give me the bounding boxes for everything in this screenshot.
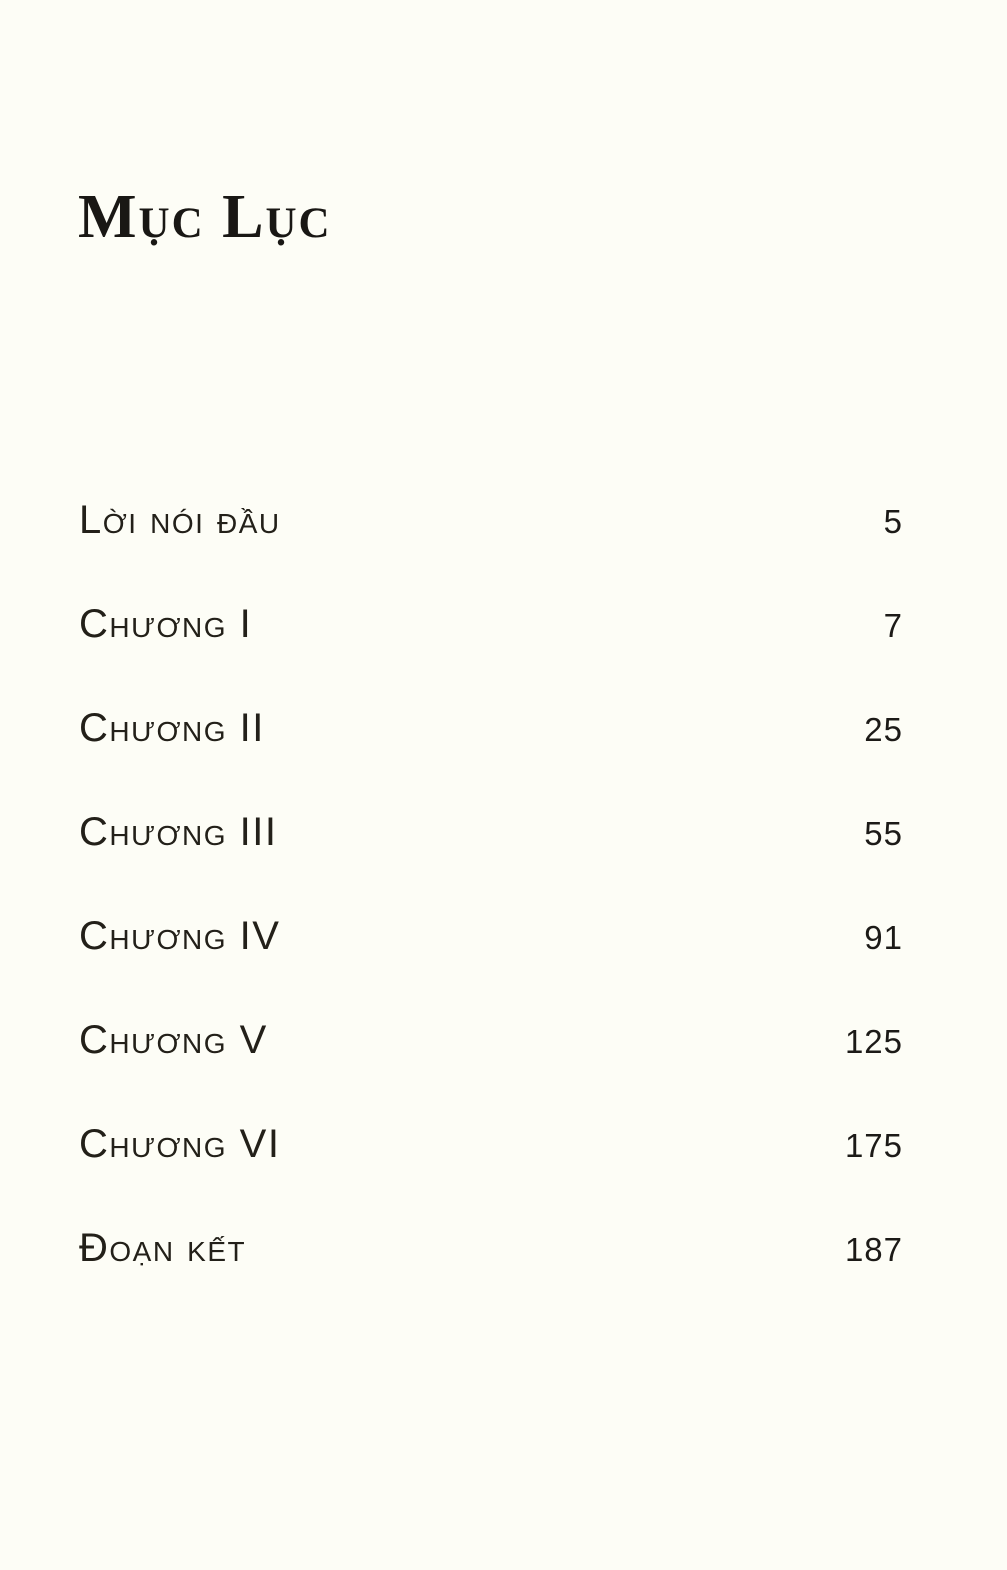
- toc-row: Lời nói đầu 5: [79, 500, 903, 604]
- toc-entry-page: 125: [844, 1023, 903, 1060]
- toc-entry-label: Chương VI: [79, 1122, 281, 1166]
- toc-entry-page: 7: [883, 607, 903, 644]
- toc-row: Chương VI 175: [79, 1124, 903, 1228]
- toc-entry-label: Đoạn kết: [79, 1226, 247, 1270]
- toc-entry-label: Chương I: [79, 602, 253, 646]
- toc-entry-page: 187: [844, 1231, 903, 1268]
- toc-entry-label: Chương III: [79, 810, 278, 854]
- toc-entry-page: 25: [864, 711, 903, 748]
- toc-entry-label: Chương V: [79, 1018, 268, 1062]
- toc-entry-page: 5: [883, 503, 903, 540]
- toc-entry-label: Lời nói đầu: [79, 498, 281, 542]
- toc-entry-page: 91: [864, 919, 903, 956]
- toc-entry-label: Chương IV: [79, 914, 281, 958]
- toc-row: Chương II 25: [79, 708, 903, 812]
- toc-entry-page: 55: [864, 815, 903, 852]
- toc-row: Chương III 55: [79, 812, 903, 916]
- toc-row: Chương V 125: [79, 1020, 903, 1124]
- toc-list: Lời nói đầu 5 Chương I 7 Chương II 25 Chương I…: [79, 500, 903, 1332]
- toc-entry-page: 175: [844, 1127, 903, 1164]
- toc-row: Chương I 7: [79, 604, 903, 708]
- page-title: Mục Lục: [78, 183, 332, 251]
- toc-row: Đoạn kết 187: [79, 1228, 903, 1332]
- toc-entry-label: Chương II: [79, 706, 265, 750]
- toc-row: Chương IV 91: [79, 916, 903, 1020]
